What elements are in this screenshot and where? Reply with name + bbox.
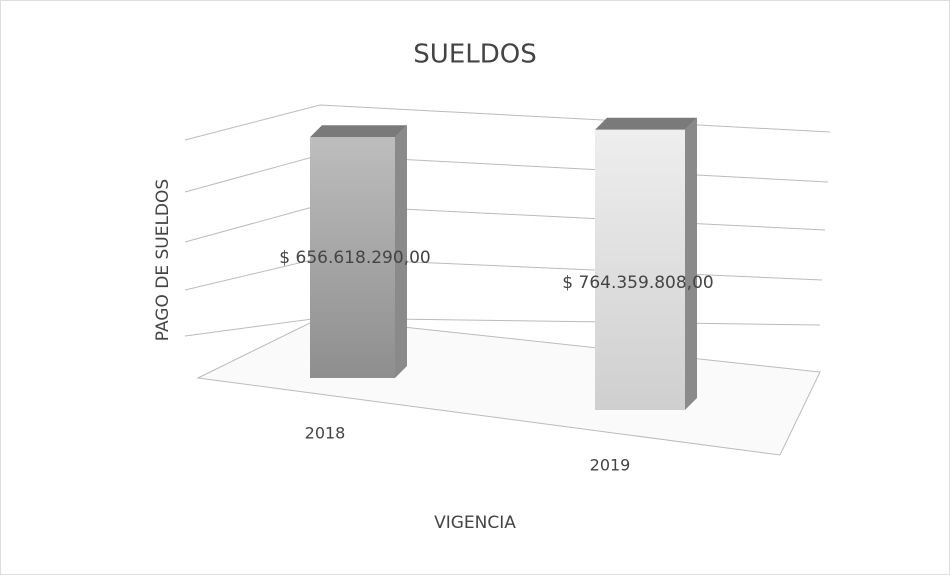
bar-side <box>395 125 407 378</box>
chart-title: SUELDOS <box>413 40 536 70</box>
x-axis-label: VIGENCIA <box>434 513 516 533</box>
data-label: $ 656.618.290,00 <box>279 248 430 268</box>
bar-top <box>310 125 407 138</box>
x-tick-label: 2018 <box>305 424 346 443</box>
x-tick-label: 2019 <box>590 456 631 475</box>
bar-top <box>595 117 697 130</box>
bar <box>595 129 685 410</box>
bar <box>310 137 395 378</box>
bar-side <box>685 117 697 410</box>
y-axis-label: PAGO DE SUELDOS <box>153 179 173 341</box>
data-label: $ 764.359.808,00 <box>562 273 713 293</box>
